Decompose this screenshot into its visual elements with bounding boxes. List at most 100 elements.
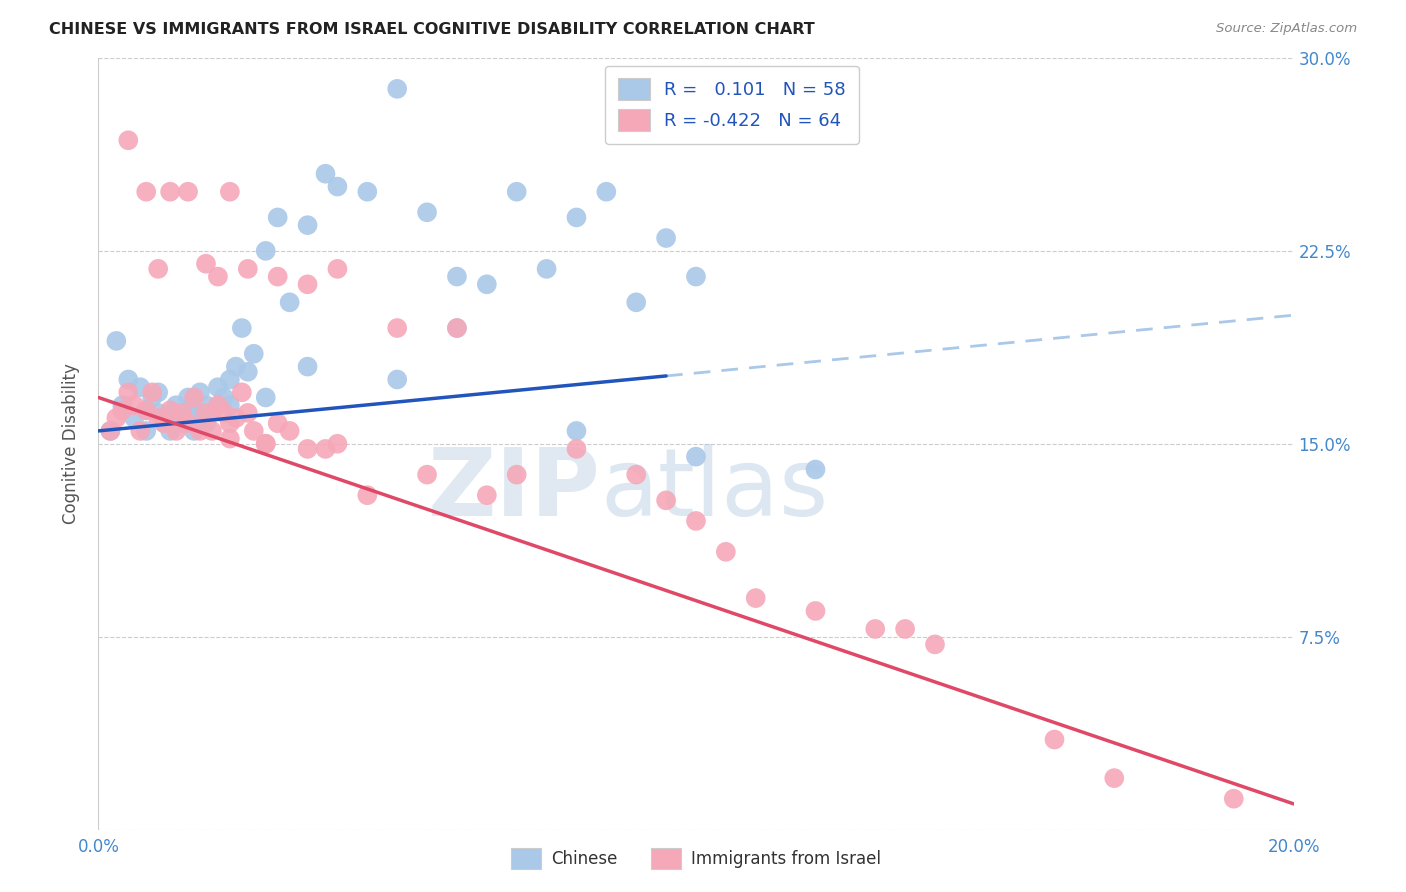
Point [177,416,200,430]
Point [254,436,277,450]
Text: atlas: atlas [600,444,828,536]
Point [446,321,468,335]
Point [111,403,134,417]
Point [804,462,827,476]
Point [565,211,588,225]
Point [745,591,768,605]
Point [135,185,157,199]
Point [183,424,205,438]
Point [195,398,218,412]
Point [172,416,194,430]
Point [236,365,259,379]
Point [148,406,170,420]
Point [177,406,200,420]
Point [117,133,139,147]
Point [98,424,122,438]
Point [195,257,218,271]
Point [356,488,378,502]
Point [219,416,242,430]
Point [219,398,242,412]
Point [865,622,887,636]
Point [236,261,259,276]
Point [278,295,301,310]
Point [626,295,648,310]
Point [416,205,439,219]
Point [565,424,588,438]
Point [129,380,152,394]
Point [231,385,253,400]
Point [148,411,170,425]
Point [129,424,152,438]
Point [267,269,290,284]
Point [165,424,187,438]
Point [141,385,163,400]
Point [267,416,290,430]
Point [225,359,247,374]
Point [219,372,242,386]
Point [565,442,588,456]
Point [231,321,253,335]
Point [188,385,211,400]
Point [446,321,468,335]
Point [165,398,187,412]
Point [385,82,409,96]
Point [278,424,301,438]
Point [385,372,409,386]
Point [506,185,529,199]
Point [105,334,128,348]
Point [219,432,242,446]
Point [804,604,827,618]
Point [446,269,468,284]
Point [159,424,181,438]
Point [1223,791,1246,805]
Point [135,403,157,417]
Point [212,391,235,405]
Point [685,269,707,284]
Point [201,424,224,438]
Point [207,269,229,284]
Point [111,398,134,412]
Point [153,416,176,430]
Point [153,416,176,430]
Point [207,398,229,412]
Point [148,261,170,276]
Point [297,442,319,456]
Y-axis label: Cognitive Disability: Cognitive Disability [62,363,80,524]
Point [356,185,378,199]
Point [254,436,277,450]
Point [315,167,337,181]
Point [219,185,242,199]
Point [177,391,200,405]
Point [297,218,319,232]
Point [894,622,917,636]
Point [243,424,266,438]
Point [506,467,529,482]
Point [297,359,319,374]
Point [183,403,205,417]
Point [1043,732,1066,747]
Point [416,467,439,482]
Point [685,514,707,528]
Point [236,406,259,420]
Point [124,411,146,425]
Point [172,411,194,425]
Point [924,637,946,651]
Point [159,411,181,425]
Point [177,185,200,199]
Point [326,436,349,450]
Point [655,493,678,508]
Point [267,211,290,225]
Point [655,231,678,245]
Text: ZIP: ZIP [427,444,600,536]
Point [141,391,163,405]
Point [714,545,737,559]
Point [188,424,211,438]
Text: Source: ZipAtlas.com: Source: ZipAtlas.com [1216,22,1357,36]
Point [315,442,337,456]
Point [326,179,349,194]
Point [1104,771,1126,785]
Point [117,385,139,400]
Text: CHINESE VS IMMIGRANTS FROM ISRAEL COGNITIVE DISABILITY CORRELATION CHART: CHINESE VS IMMIGRANTS FROM ISRAEL COGNIT… [49,22,815,37]
Point [201,406,224,420]
Point [626,467,648,482]
